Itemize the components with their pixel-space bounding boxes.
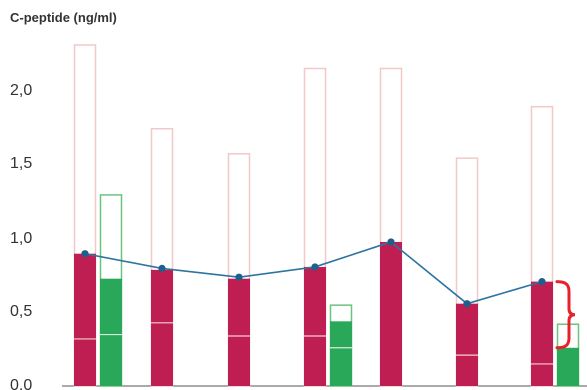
- trend-point-1: [81, 250, 89, 258]
- y-tick-labels: 0,0 0,5 1,0 1,5 2,0: [10, 82, 32, 390]
- trend-point-4: [311, 263, 319, 271]
- trend-point-7: [538, 278, 546, 286]
- filled-bar-2: [151, 269, 173, 386]
- y-tick-label-3: 1,5: [10, 155, 32, 172]
- y-tick-label-4: 2,0: [10, 82, 32, 99]
- y-tick-label-0: 0,0: [10, 377, 32, 390]
- filled-bar-3: [228, 278, 250, 386]
- green-filled-bar-7: [557, 347, 579, 386]
- y-tick-label-1: 0,5: [10, 303, 32, 320]
- y-tick-label-2: 1,0: [10, 230, 32, 247]
- chart-marks: [73, 44, 580, 387]
- filled-bar-5: [380, 241, 402, 386]
- green-filled-bar-4: [330, 321, 352, 386]
- difference-bracket: [555, 280, 576, 350]
- y-axis-label: C-peptide (ng/ml): [10, 10, 117, 25]
- filled-bar-6: [456, 303, 478, 386]
- trend-point-5: [387, 238, 395, 246]
- filled-bar-4: [304, 266, 326, 386]
- filled-bar-1: [74, 253, 96, 386]
- trend-point-3: [235, 273, 243, 281]
- green-filled-bar-1: [100, 278, 122, 386]
- trend-point-2: [158, 264, 166, 272]
- filled-bar-7: [531, 281, 553, 386]
- trend-point-6: [463, 300, 471, 308]
